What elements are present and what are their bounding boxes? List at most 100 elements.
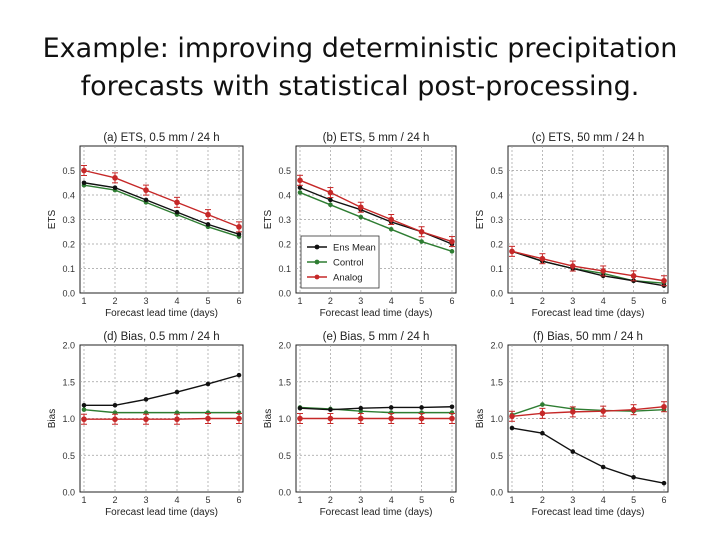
data-point xyxy=(449,249,455,254)
data-point xyxy=(205,211,211,218)
series-line xyxy=(83,182,240,235)
data-point xyxy=(81,416,87,423)
chart-title: (f) Bias, 50 mm / 24 h xyxy=(533,331,643,343)
y-tick-label: 0.0 xyxy=(62,488,75,498)
chart-panel-3: 0.0 0.1 0.2 0.3 0.4 0.5 1 2 3 4 5 6 (c) ETS, 50 mm /… xyxy=(475,132,669,319)
y-axis-label: ETS xyxy=(47,209,58,229)
data-point xyxy=(327,415,334,422)
series-analog xyxy=(509,245,667,287)
series-ens-mean xyxy=(509,425,667,486)
x-tick-label: 5 xyxy=(205,495,210,505)
series-line xyxy=(511,403,665,416)
data-point xyxy=(661,277,667,284)
y-tick-label: 2.0 xyxy=(490,341,503,351)
data-point xyxy=(236,372,242,378)
x-tick-label: 4 xyxy=(389,495,394,505)
y-tick-label: 1.0 xyxy=(62,414,75,424)
y-tick-label: 0.1 xyxy=(490,264,503,274)
data-point xyxy=(570,263,576,269)
chart-panel-1: 0.0 0.1 0.2 0.3 0.4 0.5 1 2 3 4 5 6 (a) ETS, 0.5 mm … xyxy=(47,132,244,319)
y-tick-label: 2.0 xyxy=(278,341,291,351)
data-point xyxy=(449,415,455,422)
data-point xyxy=(112,402,118,408)
y-tick-label: 0.1 xyxy=(278,264,291,274)
series-analog xyxy=(81,165,242,233)
chart-panel-2: 0.0 0.1 0.2 0.3 0.4 0.5 1 2 3 4 5 6 (b) ETS, 5 mm / … xyxy=(263,132,457,319)
data-point xyxy=(81,167,87,174)
legend-swatch-marker xyxy=(314,274,320,280)
y-axis-label: Bias xyxy=(47,409,58,428)
data-point xyxy=(539,255,546,262)
y-tick-label: 0.2 xyxy=(490,240,503,250)
series-line xyxy=(511,250,665,287)
x-tick-label: 5 xyxy=(419,296,424,306)
y-tick-label: 0.2 xyxy=(62,240,75,250)
data-point xyxy=(174,389,180,395)
data-point xyxy=(570,449,576,454)
x-tick-label: 1 xyxy=(509,495,514,505)
data-point xyxy=(630,273,637,279)
series-line xyxy=(299,406,452,414)
y-tick-label: 1.0 xyxy=(490,414,503,424)
data-point xyxy=(418,228,425,235)
x-tick-label: 2 xyxy=(540,495,545,505)
slide-title-line-2: forecasts with statistical post-processi… xyxy=(80,71,640,102)
x-tick-label: 6 xyxy=(661,296,666,306)
data-point xyxy=(600,408,606,414)
y-tick-label: 0.5 xyxy=(62,166,75,176)
legend-label: Analog xyxy=(333,273,363,284)
data-point xyxy=(661,403,667,410)
x-tick-label: 1 xyxy=(297,495,302,505)
series-analog xyxy=(297,413,455,424)
x-tick-label: 6 xyxy=(661,495,666,505)
chart-title: (d) Bias, 0.5 mm / 24 h xyxy=(103,331,219,343)
legend-label: Control xyxy=(333,258,364,269)
data-point xyxy=(631,475,636,480)
data-point xyxy=(388,405,394,410)
x-tick-label: 4 xyxy=(174,495,179,505)
y-tick-label: 0.1 xyxy=(62,264,75,274)
data-point xyxy=(143,416,149,423)
y-axis-label: ETS xyxy=(475,209,486,229)
x-tick-label: 1 xyxy=(297,296,302,306)
y-tick-label: 0.4 xyxy=(490,191,503,201)
series-ens-mean xyxy=(81,180,242,237)
data-point xyxy=(570,409,576,415)
series-analog xyxy=(81,413,242,425)
x-tick-label: 5 xyxy=(205,296,210,306)
data-point xyxy=(388,227,394,232)
data-point xyxy=(205,381,211,387)
y-tick-label: 0.2 xyxy=(278,240,291,250)
chart-panel-5: 0.0 0.5 1.0 1.5 2.0 1 2 3 4 5 6 (e) Bias, 5 mm / 24… xyxy=(263,331,457,518)
x-tick-label: 3 xyxy=(570,296,575,306)
x-tick-label: 6 xyxy=(449,296,454,306)
data-point xyxy=(112,416,118,423)
data-point xyxy=(449,404,455,410)
x-tick-label: 1 xyxy=(81,495,86,505)
data-point xyxy=(509,425,515,431)
series-analog xyxy=(297,174,455,248)
y-axis-label: Bias xyxy=(263,409,274,428)
y-tick-label: 0.3 xyxy=(490,215,503,225)
y-tick-label: 1.5 xyxy=(278,377,291,387)
series-analog xyxy=(509,401,667,422)
data-point xyxy=(509,248,515,255)
data-point xyxy=(174,416,180,423)
data-point xyxy=(205,415,211,422)
y-tick-label: 0.4 xyxy=(278,191,291,201)
y-tick-label: 2.0 xyxy=(62,341,75,351)
x-tick-label: 2 xyxy=(112,296,117,306)
chart-title: (b) ETS, 5 mm / 24 h xyxy=(323,132,430,144)
x-tick-label: 4 xyxy=(601,495,606,505)
data-point xyxy=(143,397,149,402)
series-line xyxy=(511,406,665,417)
x-tick-label: 1 xyxy=(81,296,86,306)
data-point xyxy=(236,224,242,230)
data-point xyxy=(540,402,545,407)
x-tick-label: 3 xyxy=(358,296,363,306)
data-point xyxy=(328,202,333,208)
y-tick-label: 1.0 xyxy=(278,414,291,424)
data-point xyxy=(388,216,395,223)
y-axis-label: Bias xyxy=(475,409,486,428)
x-tick-label: 4 xyxy=(389,296,394,306)
